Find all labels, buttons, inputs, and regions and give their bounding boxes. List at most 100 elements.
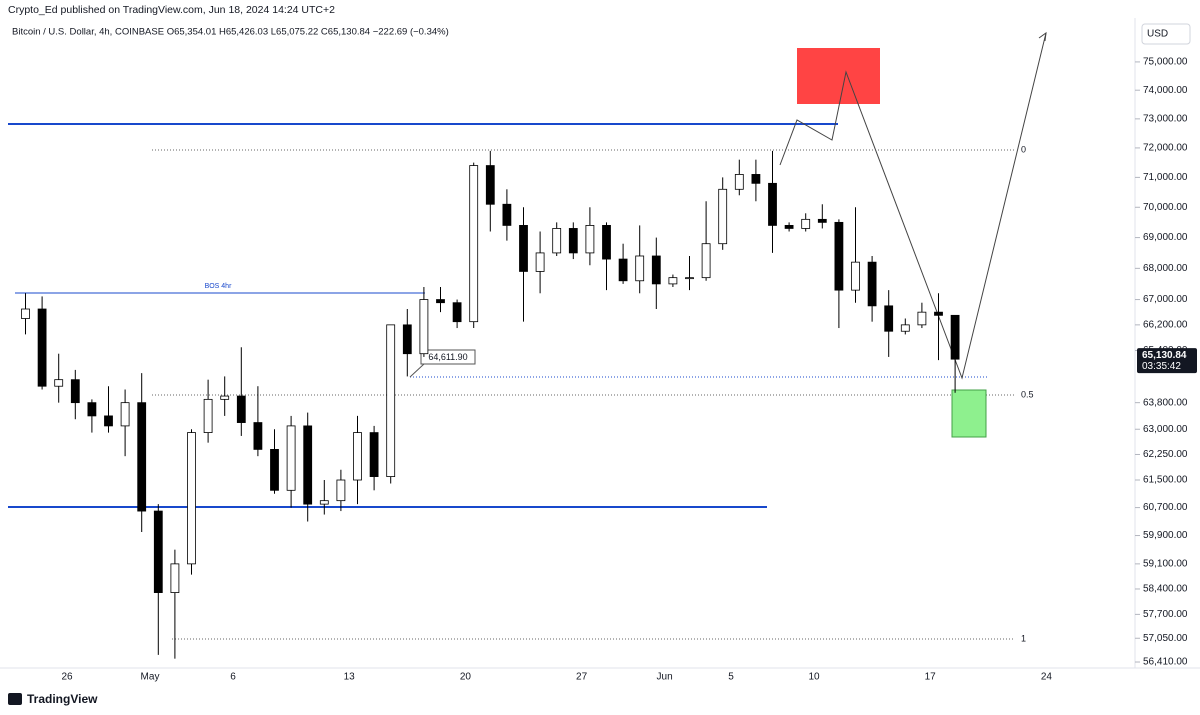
- candle-body: [253, 422, 263, 450]
- candle-body: [436, 299, 445, 304]
- candle-body: [37, 308, 47, 387]
- y-tick-label: 58,400.00: [1143, 584, 1188, 595]
- fib-label: 1: [1021, 633, 1026, 643]
- candle-body: [286, 425, 296, 491]
- y-tick-label: 68,000.00: [1143, 263, 1188, 274]
- candle-body: [651, 255, 661, 285]
- candle-body: [87, 402, 97, 417]
- fib-label: 0: [1021, 144, 1026, 154]
- candle-body: [54, 379, 64, 387]
- x-tick-label: 6: [230, 672, 236, 683]
- candle-body: [585, 225, 595, 254]
- candle-body: [635, 255, 645, 282]
- candle-body: [402, 324, 412, 355]
- candle-body: [552, 228, 562, 254]
- y-tick-label: 59,100.00: [1143, 559, 1188, 570]
- y-tick-label: 66,200.00: [1143, 320, 1188, 331]
- candle-body: [950, 314, 960, 360]
- projection-path: [779, 32, 1047, 380]
- candle-body: [668, 277, 678, 285]
- y-tick-label: 73,000.00: [1143, 114, 1188, 125]
- x-tick-label: 26: [61, 672, 73, 683]
- y-tick-label: 60,700.00: [1143, 502, 1188, 513]
- candle-body: [568, 228, 578, 254]
- currency-box[interactable]: [1141, 23, 1191, 45]
- candle-body: [469, 165, 479, 323]
- y-tick-label: 67,000.00: [1143, 294, 1188, 305]
- candle-body: [618, 258, 628, 282]
- x-tick-label: 13: [344, 672, 356, 683]
- y-tick-label: 57,050.00: [1143, 633, 1188, 644]
- supply-zone: [797, 48, 880, 104]
- footer-logo[interactable]: TradingView: [27, 692, 98, 706]
- candle-body: [535, 252, 545, 272]
- x-tick-label: 27: [576, 672, 588, 683]
- candle-body: [137, 402, 147, 512]
- y-tick-label: 63,000.00: [1143, 424, 1188, 435]
- currency: USD: [1147, 29, 1168, 40]
- y-tick-label: 69,000.00: [1143, 232, 1188, 243]
- candle-body: [502, 203, 512, 226]
- candle-body: [104, 415, 113, 427]
- candle-body: [353, 432, 362, 481]
- x-tick-label: 24: [1041, 672, 1053, 683]
- candle-body: [419, 299, 429, 355]
- candle-body: [319, 500, 329, 505]
- y-tick-label: 74,000.00: [1143, 85, 1188, 96]
- logo-icon: [8, 693, 22, 705]
- candle-body: [817, 218, 827, 223]
- candle-body: [170, 563, 180, 593]
- candle-body: [734, 174, 744, 190]
- y-tick-label: 70,000.00: [1143, 202, 1188, 213]
- candle-body: [120, 402, 130, 427]
- candle-body: [203, 398, 213, 433]
- candle-body: [834, 221, 844, 291]
- countdown: 03:35:42: [1142, 361, 1181, 372]
- candle-body: [602, 225, 611, 260]
- candle-body: [187, 432, 196, 565]
- candle-body: [917, 311, 927, 326]
- header: Crypto_Ed published on TradingView.com, …: [8, 4, 335, 16]
- x-tick-label: 5: [728, 672, 734, 683]
- level-pointer: [409, 363, 425, 378]
- y-tick-label: 56,410.00: [1143, 657, 1188, 668]
- x-tick-label: May: [141, 672, 160, 683]
- candle-body: [900, 324, 910, 332]
- candle-body: [369, 432, 379, 477]
- candle-body: [386, 324, 396, 477]
- x-tick-label: 17: [925, 672, 937, 683]
- y-tick-label: 72,000.00: [1143, 143, 1188, 154]
- candle-body: [851, 261, 860, 291]
- candle-body: [867, 261, 877, 307]
- demand-zone: [951, 389, 987, 438]
- y-tick-label: 71,000.00: [1143, 172, 1188, 183]
- x-tick-label: 20: [460, 672, 472, 683]
- drawings: BOS 4hr 64,611.90 0 0.5 1: [8, 31, 1047, 643]
- candle-body: [21, 308, 30, 319]
- x-tick-label: 10: [808, 672, 820, 683]
- candle-body: [801, 218, 811, 229]
- y-tick-label: 57,700.00: [1143, 609, 1188, 620]
- bos-label: BOS 4hr: [205, 283, 233, 290]
- y-tick-label: 75,000.00: [1143, 57, 1188, 68]
- candle-body: [718, 188, 728, 245]
- candle-body: [751, 174, 761, 184]
- level-label: 64,611.90: [428, 352, 467, 362]
- chart-title: Bitcoin / U.S. Dollar, 4h, COINBASE O65,…: [12, 27, 449, 38]
- level-box: [420, 349, 476, 365]
- candle-body: [70, 379, 80, 404]
- candle-body: [701, 243, 711, 279]
- price-tag: [1137, 348, 1197, 374]
- y-tick-label: 59,900.00: [1143, 530, 1188, 541]
- last-price: 65,130.84: [1142, 350, 1187, 361]
- candle-body: [934, 311, 943, 316]
- x-tick-label: Jun: [657, 672, 673, 683]
- y-tick-label: 61,500.00: [1143, 475, 1188, 486]
- candle-body: [270, 449, 279, 491]
- candle-body: [784, 225, 794, 229]
- candle-body: [336, 479, 346, 502]
- fib-label: 0.5: [1021, 389, 1034, 399]
- candle-body: [220, 395, 230, 400]
